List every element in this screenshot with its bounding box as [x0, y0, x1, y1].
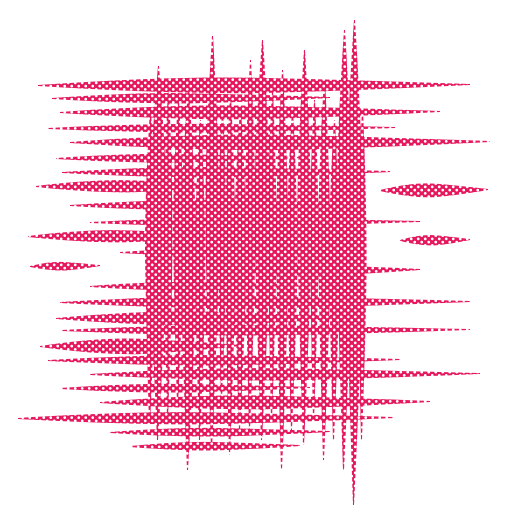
vertical-stroke — [345, 20, 364, 505]
vertical-stroke — [357, 110, 367, 440]
vertical-stroke — [163, 90, 173, 420]
vertical-stroke — [149, 66, 168, 440]
vertical-stroke — [234, 110, 247, 430]
vertical-stroke — [309, 100, 319, 420]
horizontal-stroke — [110, 427, 330, 437]
horizontal-stroke — [30, 261, 100, 271]
vertical-stroke — [173, 100, 184, 405]
horizontal-stroke — [130, 441, 300, 451]
vertical-stroke — [205, 36, 220, 450]
horizontal-stroke — [400, 235, 470, 246]
vertical-strokes — [145, 20, 367, 505]
horizontal-stroke — [38, 77, 470, 94]
vertical-stroke — [225, 95, 236, 455]
horizontal-stroke — [380, 183, 488, 198]
vertical-stroke — [195, 120, 206, 440]
vertical-stroke — [245, 60, 256, 430]
horizontal-stroke — [18, 412, 395, 425]
vertical-stroke — [217, 110, 227, 400]
horizontal-stroke — [100, 395, 430, 410]
vertical-stroke — [318, 80, 331, 460]
vertical-stroke — [254, 40, 271, 440]
vertical-stroke — [276, 70, 289, 470]
vertical-stroke — [287, 110, 298, 430]
vertical-stroke — [297, 50, 312, 445]
vertical-stroke — [180, 90, 197, 470]
vertical-stroke — [267, 90, 277, 420]
